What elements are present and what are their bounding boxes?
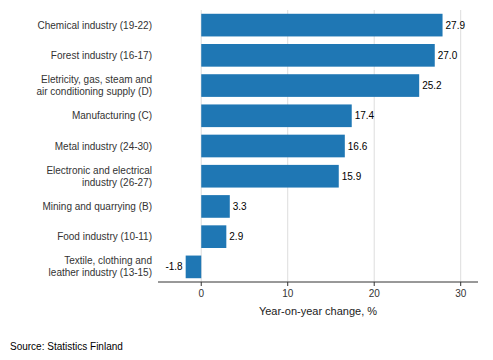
data-label: 15.9 xyxy=(342,171,362,182)
tick-label: 30 xyxy=(455,288,467,299)
category-label: Chemical industry (19-22) xyxy=(38,20,153,31)
source-note: Source: Statistics Finland xyxy=(10,341,123,352)
data-label: 3.3 xyxy=(233,201,247,212)
category-label: Metal industry (24-30) xyxy=(55,141,152,152)
category-label-line: leather industry (13-15) xyxy=(49,267,152,278)
category-label-line: Food industry (10-11) xyxy=(57,231,152,242)
tick-mark xyxy=(287,282,288,286)
category-label-line: Manufacturing (C) xyxy=(72,110,152,121)
grid-line xyxy=(460,10,461,282)
data-label: 2.9 xyxy=(229,231,243,242)
bar xyxy=(201,135,345,158)
tick-label: 10 xyxy=(282,288,294,299)
data-label: 17.4 xyxy=(355,110,375,121)
tick-label: 0 xyxy=(198,288,204,299)
bars xyxy=(186,14,443,278)
category-label: Mining and quarrying (B) xyxy=(43,201,153,212)
tick-mark xyxy=(460,282,461,286)
category-label: Food industry (10-11) xyxy=(57,231,152,242)
bar xyxy=(201,225,226,248)
category-label: Eletricity, gas, steam andair conditioni… xyxy=(36,74,152,97)
category-label: Electronic and electricalindustry (26-27… xyxy=(46,165,152,188)
category-label-line: air conditioning supply (D) xyxy=(36,86,152,97)
x-ticks: 0 10 20 30 xyxy=(198,282,466,299)
tick-label: 20 xyxy=(369,288,381,299)
grid xyxy=(201,10,460,282)
data-label: 25.2 xyxy=(422,80,442,91)
category-label-line: industry (26-27) xyxy=(82,177,152,188)
data-label: 27.9 xyxy=(446,20,466,31)
tick-mark xyxy=(201,282,202,286)
bar xyxy=(186,256,202,279)
category-label-line: Electronic and electrical xyxy=(46,165,152,176)
category-label-line: Eletricity, gas, steam and xyxy=(41,74,152,85)
x-axis-line xyxy=(158,282,478,283)
category-label: Manufacturing (C) xyxy=(72,110,152,121)
category-label-line: Chemical industry (19-22) xyxy=(38,20,153,31)
data-label: 16.6 xyxy=(348,141,368,152)
bar xyxy=(201,44,435,67)
bar xyxy=(201,104,351,127)
data-labels: 27.9 27.0 25.2 17.4 16.6 15.9 3.3 2.9 -1.8 xyxy=(165,20,465,273)
category-label-line: Mining and quarrying (B) xyxy=(43,201,153,212)
bar xyxy=(201,74,419,97)
bar xyxy=(201,165,339,188)
category-label-line: Textile, clothing and xyxy=(64,255,152,266)
data-label: -1.8 xyxy=(165,261,183,272)
data-label: 27.0 xyxy=(438,50,458,61)
category-labels: Chemical industry (19-22) Forest industry… xyxy=(36,20,152,279)
chart-svg: 27.9 27.0 25.2 17.4 16.6 15.9 3.3 2.9 -1.8 Chemic… xyxy=(0,0,493,360)
category-label: Textile, clothing andleather industry (1… xyxy=(49,255,152,278)
chart-container: 27.9 27.0 25.2 17.4 16.6 15.9 3.3 2.9 -1.8 Chemic… xyxy=(0,0,493,360)
tick-mark xyxy=(374,282,375,286)
x-axis-label: Year-on-year change, % xyxy=(259,305,377,317)
category-label: Forest industry (16-17) xyxy=(51,50,152,61)
category-label-line: Forest industry (16-17) xyxy=(51,50,152,61)
bar xyxy=(201,195,230,218)
category-label-line: Metal industry (24-30) xyxy=(55,141,152,152)
bar xyxy=(201,14,442,37)
